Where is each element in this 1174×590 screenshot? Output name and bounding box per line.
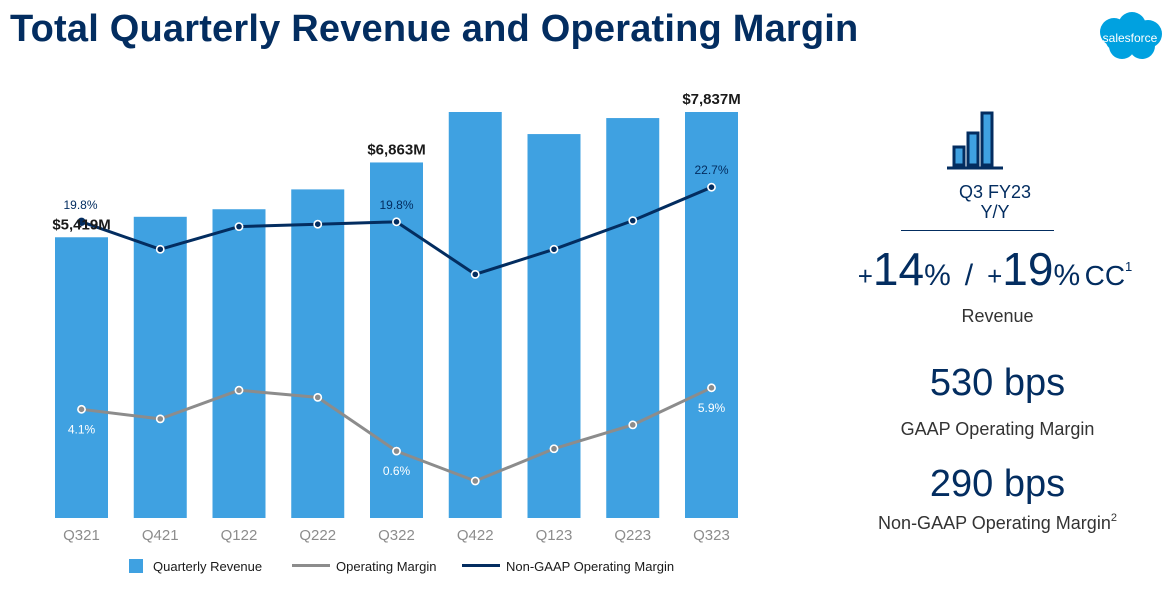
rev-growth-pct: % bbox=[924, 259, 951, 292]
revenue-growth: +14% / +19% CC1 bbox=[820, 242, 1170, 296]
nongaap-point-q323 bbox=[707, 182, 716, 192]
nongaap-point-q222 bbox=[313, 219, 323, 229]
nongaap-point-q223 bbox=[628, 216, 638, 226]
nongaap-point-q322 bbox=[392, 217, 401, 227]
gaap-point-q321 bbox=[77, 404, 86, 414]
period-line-2: Y/Y bbox=[980, 202, 1010, 222]
revenue-margin-chart: $5,419M $6,863M $7,837M 19.8% 19.8% 22.7% 4.1%… bbox=[52, 91, 740, 544]
cc-footnote: 1 bbox=[1125, 259, 1133, 274]
gaap-point-q123 bbox=[549, 444, 559, 454]
revenue-bar-q123 bbox=[527, 134, 581, 518]
nongaap-label-q321: 19.8% bbox=[63, 198, 97, 212]
nongaap-footnote: 2 bbox=[1110, 512, 1117, 524]
revenue-bar-q122 bbox=[212, 209, 266, 518]
legend-item-gaap: Operating Margin bbox=[292, 559, 436, 574]
bar-chart-icon bbox=[947, 111, 1003, 170]
period-line-1: Q3 FY23 bbox=[958, 182, 1032, 202]
summary-period: Q3 FY23 Y/Y bbox=[820, 182, 1170, 222]
legend-label-nongaap: Non-GAAP Operating Margin bbox=[506, 559, 675, 574]
chart-legend: Quarterly Revenue Operating Margin Non-G… bbox=[0, 556, 800, 578]
legend-label-gaap: Operating Margin bbox=[336, 559, 437, 574]
legend-swatch-gaap bbox=[292, 564, 330, 567]
nongaap-label-q323: 22.7% bbox=[694, 163, 728, 177]
gaap-margin-change: 530 bps bbox=[929, 362, 1066, 404]
x-tick-q123: Q123 bbox=[536, 527, 573, 544]
x-tick-q422: Q422 bbox=[457, 527, 494, 544]
nongaap-point-q422 bbox=[470, 269, 480, 279]
legend-swatch-revenue bbox=[129, 559, 143, 573]
gaap-point-q122 bbox=[234, 385, 244, 395]
revenue-label: Revenue bbox=[961, 306, 1034, 326]
x-tick-q222: Q222 bbox=[299, 527, 336, 544]
rev-slash: / bbox=[964, 259, 974, 292]
x-tick-q322: Q322 bbox=[378, 527, 415, 544]
gaap-point-q223 bbox=[628, 420, 638, 430]
x-tick-q122: Q122 bbox=[221, 527, 258, 544]
legend-label-revenue: Quarterly Revenue bbox=[153, 559, 263, 574]
rev-plus: + bbox=[857, 261, 873, 291]
gaap-point-q422 bbox=[470, 476, 480, 486]
legend-swatch-nongaap bbox=[462, 564, 500, 567]
revenue-label-q323: $7,837M bbox=[682, 91, 740, 108]
x-tick-q321: Q321 bbox=[63, 527, 100, 544]
rev-cc-pct: % bbox=[1053, 259, 1081, 292]
revenue-bar-q321 bbox=[55, 237, 108, 518]
nongaap-point-bg-0 bbox=[77, 217, 86, 227]
summary-panel: Q3 FY23 Y/Y +14% / +19% CC1 Revenue 530 bp… bbox=[820, 100, 1170, 550]
period-divider bbox=[901, 230, 1054, 231]
gaap-point-q222 bbox=[313, 392, 323, 402]
nongaap-point-q122 bbox=[234, 222, 244, 231]
revenue-bar-q223 bbox=[606, 118, 660, 518]
nongaap-point-q421 bbox=[155, 244, 165, 254]
nongaap-label-q322: 19.8% bbox=[379, 198, 413, 212]
rev-cc-value: 19 bbox=[1002, 243, 1054, 295]
gaap-label-q322: 0.6% bbox=[383, 464, 411, 478]
revenue-label-q321: $5,419M bbox=[52, 216, 110, 233]
revenue-bar-q421 bbox=[133, 216, 187, 518]
nongaap-margin-label-wrap: Non-GAAP Operating Margin2 bbox=[820, 512, 1174, 534]
nongaap-margin-label: Non-GAAP Operating Margin bbox=[878, 513, 1111, 533]
gaap-margin-label: GAAP Operating Margin bbox=[900, 419, 1095, 439]
gaap-point-q323 bbox=[707, 383, 716, 393]
x-tick-q223: Q223 bbox=[614, 527, 651, 544]
revenue-bar-q222 bbox=[291, 189, 345, 519]
rev-growth-value: 14 bbox=[872, 243, 925, 295]
gaap-label-q321: 4.1% bbox=[68, 422, 96, 436]
revenue-bar-q323 bbox=[685, 112, 738, 518]
gaap-point-q322 bbox=[392, 446, 401, 456]
salesforce-logo: salesforce bbox=[1100, 12, 1162, 59]
x-tick-q421: Q421 bbox=[142, 527, 179, 544]
revenue-label-q322: $6,863M bbox=[367, 141, 425, 158]
gaap-point-q421 bbox=[155, 414, 165, 424]
nongaap-point-q123 bbox=[549, 244, 559, 254]
revenue-bar-q422 bbox=[448, 112, 502, 518]
x-tick-q323: Q323 bbox=[693, 527, 730, 544]
rev-cc-plus: + bbox=[987, 261, 1003, 291]
legend-item-nongaap: Non-GAAP Operating Margin bbox=[462, 559, 674, 574]
cc-label: CC bbox=[1084, 260, 1126, 291]
page-title: Total Quarterly Revenue and Operating Ma… bbox=[10, 8, 859, 50]
gaap-label-q323: 5.9% bbox=[698, 401, 726, 415]
legend-item-revenue: Quarterly Revenue bbox=[129, 559, 262, 574]
nongaap-margin-change: 290 bps bbox=[929, 463, 1066, 505]
logo-text: salesforce bbox=[1103, 31, 1158, 45]
